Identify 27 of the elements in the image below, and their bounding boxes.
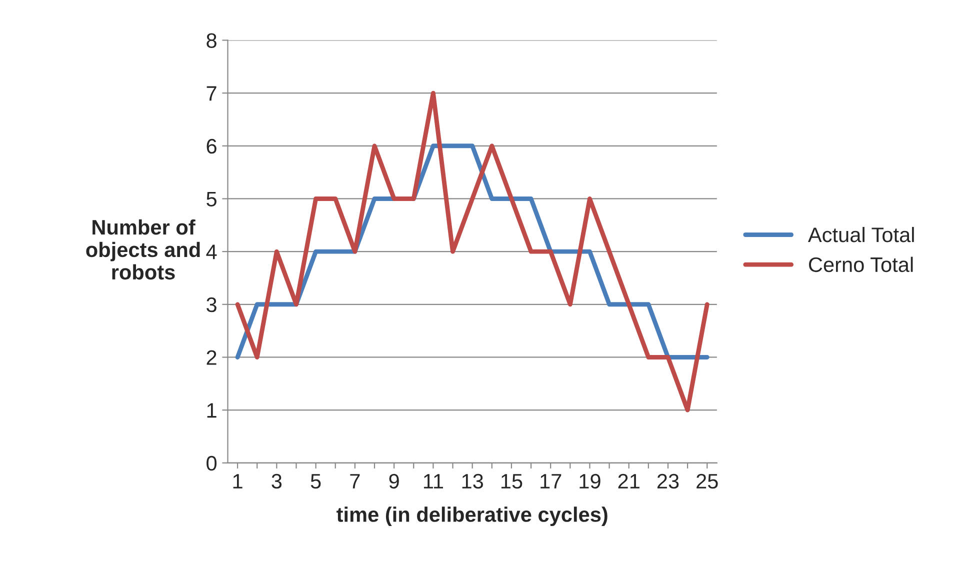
y-tick-label: 6 [206,138,216,154]
x-tick-label: 15 [501,474,522,489]
x-axis-title: time (in deliberative cycles) [336,506,608,526]
x-tick-label: 17 [540,474,562,488]
x-tick-label: 1 [233,474,242,488]
y-tick-label: 5 [206,192,216,206]
x-tick-label: 21 [618,474,640,488]
y-tick-label: 0 [206,456,217,471]
y-tick-label: 8 [206,33,216,48]
y-tick-label: 7 [206,86,216,101]
y-tick-label: 1 [207,403,216,418]
legend-label: Cerno Total [808,256,913,272]
legend-label: Actual Total [808,226,914,242]
x-tick-label: 9 [389,474,399,489]
x-tick-label: 11 [424,474,443,488]
y-tick-label: 4 [206,244,217,260]
x-tick-label: 5 [310,474,321,489]
x-tick-label: 13 [462,474,484,489]
y-tick-label: 2 [206,350,216,365]
y-axis-title: Number of objects and robots [86,219,200,280]
y-tick-label: 3 [206,297,216,312]
x-tick-label: 3 [272,474,282,489]
x-tick-label: 25 [696,474,718,489]
x-tick-label: 7 [350,474,360,488]
x-tick-label: 19 [580,474,600,489]
x-tick-label: 23 [657,474,679,489]
line-series [235,90,710,412]
